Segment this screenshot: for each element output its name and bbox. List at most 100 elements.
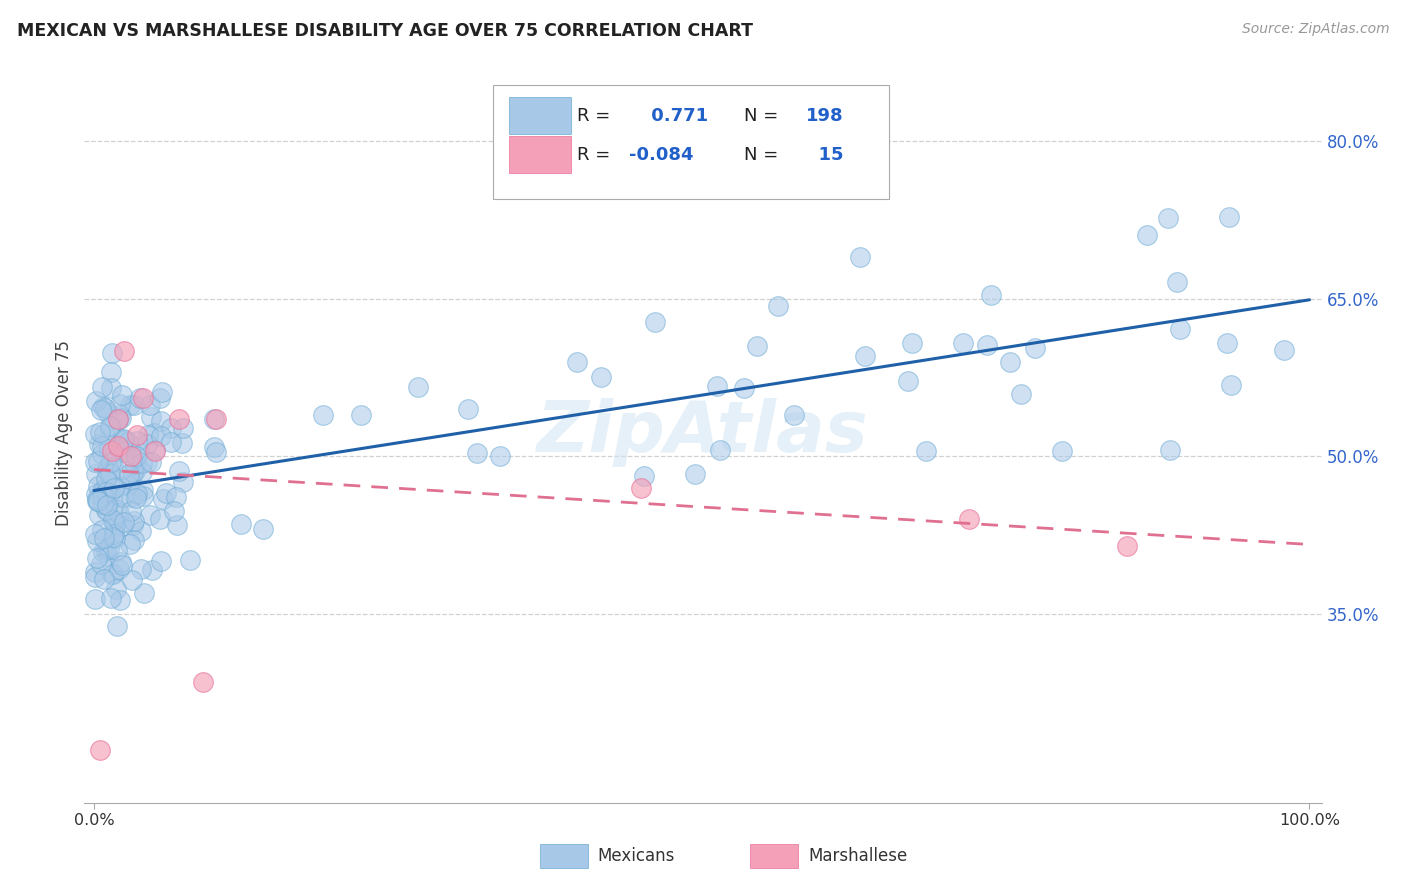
Point (179, 553, 201, 567)
Point (108, 397, 131, 411)
Point (100, 346, 122, 360)
Point (117, 478, 139, 492)
Point (193, 675, 215, 690)
Point (489, 449, 512, 463)
Point (83, 526, 105, 541)
Point (129, 524, 152, 539)
Point (149, 512, 172, 526)
Point (84, 467, 107, 481)
Point (97, 549, 120, 564)
Point (103, 481, 125, 495)
Point (172, 421, 194, 435)
FancyBboxPatch shape (749, 844, 799, 868)
Point (93, 531, 115, 545)
Point (110, 410, 132, 425)
Point (104, 516, 127, 531)
Point (84, 487, 107, 501)
Point (112, 434, 135, 448)
Point (125, 487, 148, 501)
Point (98, 541, 121, 556)
Point (98, 418, 121, 433)
Point (120, 473, 142, 487)
Point (155, 485, 177, 500)
Point (1272, 343, 1295, 358)
Point (855, 349, 877, 363)
Point (1050, 444, 1073, 458)
Point (152, 492, 174, 507)
FancyBboxPatch shape (492, 85, 889, 200)
Point (84, 565, 107, 579)
Point (97, 460, 120, 475)
Point (142, 425, 165, 440)
Point (103, 522, 125, 536)
Point (150, 554, 173, 568)
Text: -0.084: -0.084 (628, 146, 693, 164)
Point (589, 370, 612, 384)
Point (709, 442, 731, 457)
Point (111, 558, 134, 573)
Point (465, 446, 488, 460)
Point (91, 447, 114, 461)
Point (1168, 321, 1191, 335)
Point (96, 503, 118, 517)
Point (706, 379, 728, 393)
Point (150, 384, 173, 399)
Point (118, 442, 141, 456)
Point (90, 380, 112, 394)
Point (105, 619, 128, 633)
FancyBboxPatch shape (509, 97, 571, 135)
Point (1218, 211, 1240, 225)
Point (644, 315, 666, 329)
Point (112, 433, 135, 447)
Point (98, 467, 121, 481)
Text: Marshallese: Marshallese (808, 847, 907, 865)
Point (91, 490, 114, 504)
Point (167, 464, 190, 478)
Point (630, 481, 652, 495)
Text: 0.771: 0.771 (645, 107, 709, 125)
Text: N =: N = (744, 146, 783, 164)
Text: Source: ZipAtlas.com: Source: ZipAtlas.com (1241, 22, 1389, 37)
Point (108, 593, 131, 607)
Text: 198: 198 (806, 107, 844, 125)
Text: N =: N = (744, 107, 783, 125)
Point (111, 388, 134, 402)
Point (124, 491, 146, 506)
Point (205, 444, 228, 458)
Point (733, 381, 755, 395)
Point (84, 455, 107, 469)
Point (139, 410, 162, 425)
Point (89, 743, 111, 757)
Point (848, 250, 870, 264)
Point (112, 433, 135, 447)
Point (406, 380, 429, 394)
Point (122, 398, 145, 412)
Point (86, 533, 108, 548)
Point (167, 412, 190, 426)
Point (901, 336, 924, 351)
Point (231, 516, 253, 531)
Point (124, 457, 146, 471)
Point (84, 592, 107, 607)
Point (90, 403, 112, 417)
Point (94, 481, 117, 495)
Point (127, 434, 149, 448)
Point (202, 441, 225, 455)
Point (98, 466, 121, 480)
Point (1010, 387, 1032, 401)
Point (100, 455, 122, 469)
Point (91, 484, 114, 499)
Point (160, 420, 183, 434)
Point (129, 562, 152, 576)
Point (100, 381, 122, 395)
Point (90, 439, 112, 453)
Point (86, 491, 108, 506)
Point (91, 489, 114, 503)
Point (122, 515, 145, 529)
Point (952, 336, 974, 351)
Point (86, 479, 108, 493)
Point (132, 586, 155, 600)
Point (129, 391, 152, 405)
Point (149, 391, 172, 405)
Point (118, 536, 141, 550)
